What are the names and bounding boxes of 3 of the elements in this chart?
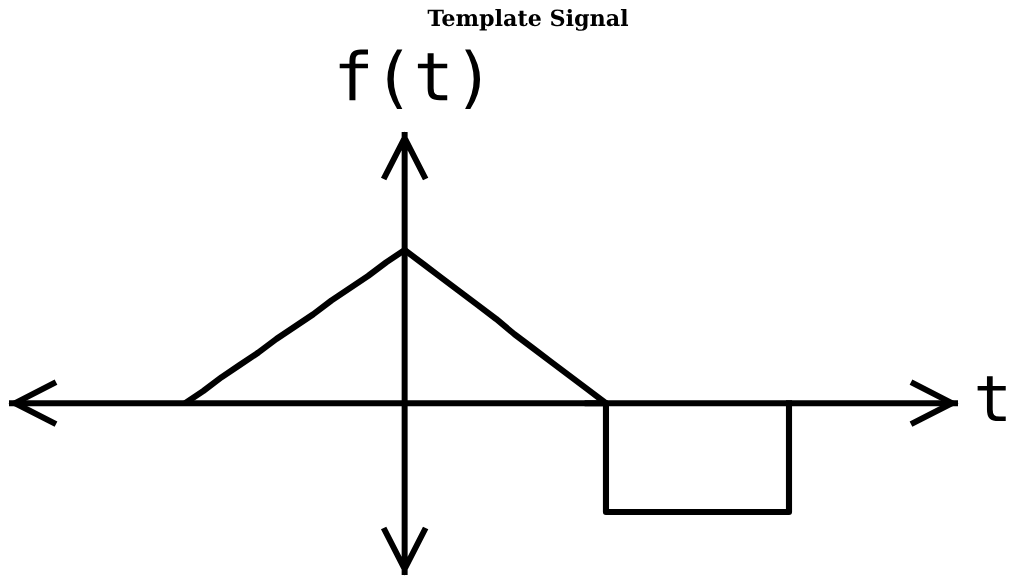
chart-title: Template Signal	[427, 9, 629, 31]
x-axis-title: t	[977, 376, 1006, 422]
y-axis-title: f(t)	[339, 49, 481, 109]
